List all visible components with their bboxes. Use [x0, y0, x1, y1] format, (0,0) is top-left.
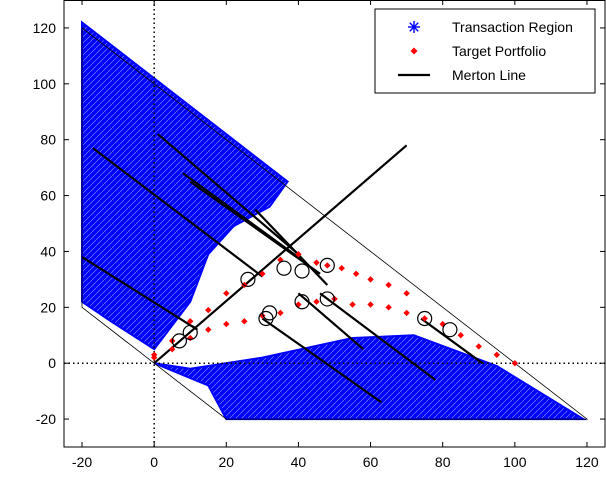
target-portfolio-point-3 — [187, 318, 194, 325]
circled-target-point-5 — [258, 310, 274, 327]
circled-target-point-11 — [417, 310, 433, 327]
target-portfolio-point-36 — [493, 351, 500, 359]
region-boundary — [81, 27, 589, 420]
x-tick-label: -20 — [72, 454, 92, 470]
target-portfolio-point-28 — [349, 301, 356, 308]
target-portfolio-point-24 — [277, 309, 284, 317]
target-portfolio-point-26 — [313, 298, 320, 305]
target-portfolio-point-21 — [223, 320, 230, 328]
target-portfolio-point-37 — [511, 359, 519, 367]
legend-label: Merton Line — [452, 67, 526, 83]
x-tick-label: 60 — [363, 454, 379, 470]
merton-line-segment-8 — [261, 317, 383, 404]
x-tick-label: 120 — [575, 454, 599, 470]
target-portfolio-point-29 — [367, 301, 374, 308]
target-portfolio-point-18 — [169, 346, 176, 353]
legend-star-stroke — [409, 22, 419, 32]
legend-label: Target Portfolio — [452, 43, 546, 59]
legend-label: Transaction Region — [452, 19, 573, 35]
target-portfolio-point-16 — [403, 290, 410, 297]
circled-target-point-9 — [319, 257, 335, 274]
target-portfolio-point-5 — [223, 290, 230, 297]
target-portfolio-point-31 — [403, 309, 410, 317]
x-tick-label: 80 — [435, 454, 451, 470]
plot-frame — [63, 0, 606, 448]
target-portfolio-point-11 — [324, 262, 331, 269]
merton-line-segment-2 — [81, 256, 199, 331]
target-portfolio-point-7 — [259, 270, 266, 277]
legend-marker-diamond — [410, 47, 418, 55]
y-tick-label: -20 — [36, 411, 56, 427]
x-tick-label: 100 — [503, 454, 527, 470]
x-tick-label: 20 — [219, 454, 235, 470]
circled-target-point-6 — [276, 260, 292, 276]
circled-target-point-12 — [442, 322, 458, 338]
y-tick-label: 0 — [48, 355, 56, 371]
circled-target-point-7 — [294, 263, 310, 279]
y-tick-label: 40 — [40, 243, 56, 259]
x-tick-label: 40 — [291, 454, 307, 470]
target-portfolio-point-35 — [475, 343, 482, 350]
y-tick-label: 120 — [33, 20, 57, 36]
merton-line-segment-3 — [92, 147, 264, 278]
merton-line-segment-11 — [420, 317, 484, 365]
circled-target-point-8 — [294, 294, 310, 310]
merton-line-segment-1 — [153, 144, 408, 365]
circled-target-point-3 — [240, 271, 256, 287]
target-portfolio-point-14 — [367, 276, 374, 283]
merton-line-segment-6 — [189, 180, 321, 275]
circled-target-point-10 — [319, 291, 335, 307]
circled-target-point-1 — [171, 333, 188, 349]
merton-line-segment-10 — [319, 292, 437, 381]
y-tick-label: 20 — [40, 299, 56, 315]
target-portfolio-point-34 — [457, 332, 464, 339]
target-portfolio-point-15 — [385, 281, 392, 289]
transaction-region-area-2 — [153, 334, 587, 421]
circled-target-point-2 — [182, 324, 198, 341]
target-portfolio-point-17 — [150, 354, 158, 361]
target-portfolio-point-32 — [421, 315, 428, 322]
target-portfolio-point-10 — [313, 259, 320, 266]
target-portfolio-point-20 — [205, 326, 212, 333]
target-portfolio-point-13 — [352, 270, 360, 277]
y-tick-label: 100 — [33, 76, 57, 92]
target-portfolio-point-22 — [241, 318, 248, 325]
x-tick-label: 0 — [150, 454, 158, 470]
transaction-region-area-1 — [81, 20, 289, 351]
y-tick-label: 60 — [40, 188, 56, 204]
target-portfolio-point-9 — [295, 251, 302, 258]
target-portfolio-point-30 — [385, 304, 392, 311]
target-portfolio-point-19 — [187, 334, 194, 342]
y-tick-label: 80 — [40, 132, 56, 148]
merton-line-segment-7 — [254, 208, 329, 286]
target-portfolio-point-4 — [205, 306, 212, 314]
merton-line-segment-4 — [157, 133, 300, 256]
legend-marker-star — [408, 21, 420, 33]
target-portfolio-point-12 — [338, 265, 345, 272]
